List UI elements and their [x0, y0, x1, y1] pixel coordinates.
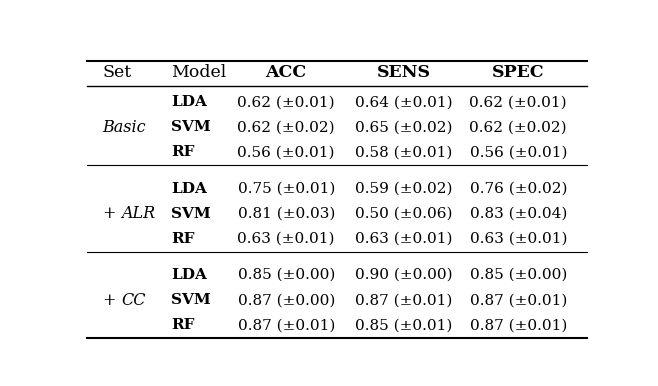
Text: LDA: LDA — [172, 95, 207, 109]
Text: 0.56 (±0.01): 0.56 (±0.01) — [238, 146, 335, 159]
Text: 0.65 (±0.02): 0.65 (±0.02) — [355, 120, 452, 134]
Text: Model: Model — [172, 64, 227, 81]
Text: 0.62 (±0.02): 0.62 (±0.02) — [469, 120, 567, 134]
Text: RF: RF — [172, 318, 195, 332]
Text: +: + — [103, 205, 121, 222]
Text: SVM: SVM — [172, 120, 211, 134]
Text: 0.75 (±0.01): 0.75 (±0.01) — [238, 182, 335, 196]
Text: SENS: SENS — [376, 64, 430, 81]
Text: 0.76 (±0.02): 0.76 (±0.02) — [470, 182, 567, 196]
Text: 0.63 (±0.01): 0.63 (±0.01) — [355, 232, 452, 246]
Text: SVM: SVM — [172, 207, 211, 221]
Text: 0.87 (±0.00): 0.87 (±0.00) — [238, 293, 335, 307]
Text: 0.83 (±0.04): 0.83 (±0.04) — [470, 207, 567, 221]
Text: CC: CC — [122, 292, 146, 309]
Text: 0.50 (±0.06): 0.50 (±0.06) — [355, 207, 452, 221]
Text: 0.58 (±0.01): 0.58 (±0.01) — [355, 146, 452, 159]
Text: 0.64 (±0.01): 0.64 (±0.01) — [355, 95, 452, 109]
Text: 0.87 (±0.01): 0.87 (±0.01) — [470, 318, 567, 332]
Text: 0.85 (±0.01): 0.85 (±0.01) — [355, 318, 452, 332]
Text: 0.63 (±0.01): 0.63 (±0.01) — [238, 232, 335, 246]
Text: 0.62 (±0.01): 0.62 (±0.01) — [238, 95, 335, 109]
Text: SVM: SVM — [172, 293, 211, 307]
Text: 0.85 (±0.00): 0.85 (±0.00) — [470, 268, 567, 282]
Text: 0.81 (±0.03): 0.81 (±0.03) — [238, 207, 335, 221]
Text: LDA: LDA — [172, 268, 207, 282]
Text: LDA: LDA — [172, 182, 207, 196]
Text: 0.87 (±0.01): 0.87 (±0.01) — [355, 293, 452, 307]
Text: Set: Set — [103, 64, 132, 81]
Text: 0.90 (±0.00): 0.90 (±0.00) — [355, 268, 452, 282]
Text: 0.59 (±0.02): 0.59 (±0.02) — [355, 182, 452, 196]
Text: 0.62 (±0.02): 0.62 (±0.02) — [238, 120, 335, 134]
Text: SPEC: SPEC — [492, 64, 545, 81]
Text: RF: RF — [172, 146, 195, 159]
Text: 0.56 (±0.01): 0.56 (±0.01) — [470, 146, 567, 159]
Text: +: + — [103, 292, 121, 309]
Text: RF: RF — [172, 232, 195, 246]
Text: 0.62 (±0.01): 0.62 (±0.01) — [469, 95, 567, 109]
Text: ALR: ALR — [122, 205, 156, 222]
Text: 0.87 (±0.01): 0.87 (±0.01) — [238, 318, 335, 332]
Text: 0.63 (±0.01): 0.63 (±0.01) — [470, 232, 567, 246]
Text: 0.87 (±0.01): 0.87 (±0.01) — [470, 293, 567, 307]
Text: Basic: Basic — [103, 119, 146, 136]
Text: 0.85 (±0.00): 0.85 (±0.00) — [238, 268, 335, 282]
Text: ACC: ACC — [266, 64, 307, 81]
